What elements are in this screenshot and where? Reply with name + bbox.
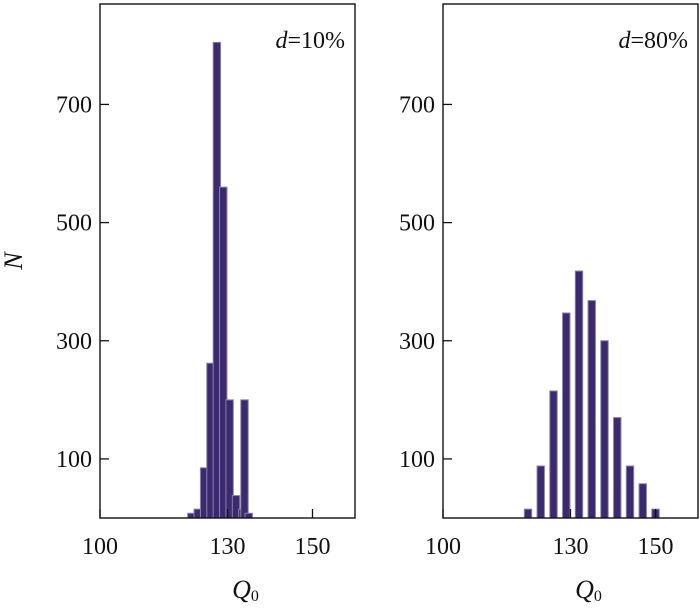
x-tick-label: 150: [638, 534, 674, 560]
x-tick-label: 150: [295, 534, 331, 560]
panel-annotation: d=80%: [618, 28, 688, 54]
histogram-bar: [613, 417, 622, 519]
annotation-value: =10%: [287, 28, 345, 54]
y-tick-label: 700: [56, 92, 92, 118]
x-axis-title-base: Q: [575, 575, 594, 604]
histogram-bar: [244, 512, 253, 519]
x-axis-title-base: Q: [232, 575, 251, 604]
x-axis-title: Q0: [575, 575, 602, 605]
y-tick-label: 300: [56, 329, 92, 355]
y-tick-label: 500: [56, 211, 92, 237]
x-tick-label: 100: [82, 534, 118, 560]
x-axis-title-subscript: 0: [594, 588, 602, 605]
y-tick-label: 300: [399, 329, 435, 355]
x-axis-title-subscript: 0: [251, 588, 259, 605]
x-tick-label: 130: [210, 534, 246, 560]
y-tick-label: 500: [399, 211, 435, 237]
plot-frame: [442, 3, 699, 519]
x-tick-label: 100: [425, 534, 461, 560]
histogram-bar: [600, 340, 609, 519]
histogram-bar: [523, 508, 533, 519]
histogram-bar: [536, 465, 545, 519]
y-axis-title: N: [0, 251, 28, 271]
y-tick-label: 700: [399, 92, 435, 118]
histogram-bar: [562, 312, 571, 519]
annotation-variable: d: [618, 28, 631, 54]
histogram-bar: [240, 399, 249, 519]
panel-annotation: d=10%: [275, 28, 345, 54]
histogram-bar: [574, 270, 584, 519]
panel-1: 100 300 500 700 100 130 150 d=10% Q0 N: [0, 3, 356, 605]
x-tick-label: 130: [553, 534, 589, 560]
y-tick-label: 100: [399, 447, 435, 473]
histogram-bar: [549, 390, 558, 519]
histogram-bar: [638, 483, 647, 519]
panel-2: 100 300 500 700 100 130 150 d=80% Q0: [399, 3, 699, 605]
annotation-value: =80%: [630, 28, 688, 54]
y-tick-label: 100: [56, 447, 92, 473]
histogram-bar: [625, 465, 635, 519]
annotation-variable: d: [275, 28, 288, 54]
histogram-bar: [587, 300, 596, 519]
x-axis-title: Q0: [232, 575, 259, 605]
